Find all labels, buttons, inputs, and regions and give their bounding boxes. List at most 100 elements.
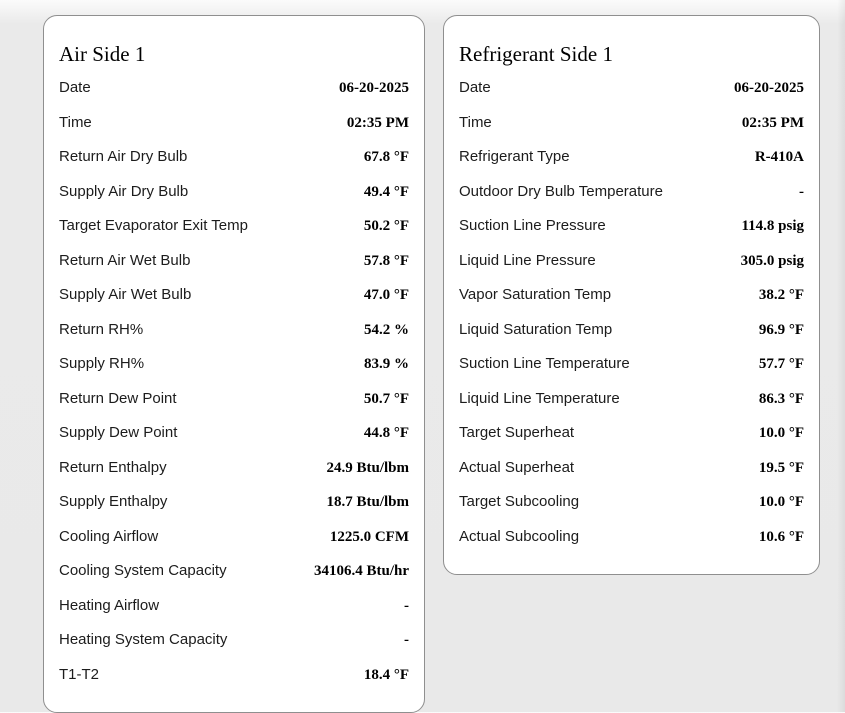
row-label: Date (59, 79, 91, 96)
row-label: Suction Line Pressure (459, 217, 606, 234)
row-label: Heating Airflow (59, 596, 160, 614)
data-row: Return RH% 54.2 % (59, 321, 409, 356)
data-row: Actual Superheat 19.5 °F (459, 459, 804, 494)
data-row: Cooling System Capacity 34106.4 Btu/hr (59, 562, 409, 597)
row-value: 47.0 °F (363, 287, 409, 303)
data-row: Return Enthalpy 24.9 Btu/lbm (59, 459, 409, 494)
row-value: 18.4 °F (363, 666, 409, 683)
row-value: 54.2 % (364, 321, 409, 338)
row-label: Time (59, 113, 92, 131)
data-row: Date 06-20-2025 (59, 79, 409, 114)
air-side-card-title: Air Side 1 (59, 42, 146, 66)
row-label: Vapor Saturation Temp (459, 286, 612, 303)
row-value: 10.0 °F (758, 425, 804, 441)
refrigerant-side-card: Refrigerant Side 1 Date 06-20-2025 Time 02:… (443, 15, 820, 575)
row-label: Time (459, 113, 492, 131)
row-label: Liquid Line Temperature (459, 389, 620, 407)
row-label: Return RH% (59, 320, 144, 338)
row-value: - (404, 597, 409, 614)
row-value: 1225.0 CFM (329, 528, 409, 545)
data-row: Date 06-20-2025 (459, 79, 804, 114)
row-label: Heating System Capacity (59, 631, 228, 648)
row-label: Outdoor Dry Bulb Temperature (459, 182, 663, 200)
data-row: Supply Air Wet Bulb 47.0 °F (59, 286, 409, 321)
data-row: Cooling Airflow 1225.0 CFM (59, 528, 409, 563)
data-row: Target Subcooling 10.0 °F (459, 493, 804, 528)
data-row: Actual Subcooling 10.6 °F (459, 528, 804, 563)
row-value: 114.8 psig (741, 218, 804, 234)
row-label: Cooling Airflow (59, 527, 159, 545)
data-row: Supply Air Dry Bulb 49.4 °F (59, 183, 409, 218)
row-label: Target Superheat (459, 424, 575, 441)
row-value: 34106.4 Btu/hr (313, 563, 409, 579)
data-row: Target Superheat 10.0 °F (459, 424, 804, 459)
row-value: 96.9 °F (758, 321, 804, 338)
row-label: Suction Line Temperature (459, 355, 630, 372)
row-value: 24.9 Btu/lbm (326, 459, 409, 476)
row-label: Supply Air Wet Bulb (59, 286, 192, 303)
row-label: Refrigerant Type (459, 148, 570, 165)
row-value: 19.5 °F (758, 459, 804, 476)
data-row: Time 02:35 PM (59, 114, 409, 149)
row-value: 18.7 Btu/lbm (326, 494, 409, 510)
refrigerant-side-rows: Date 06-20-2025 Time 02:35 PM Refrigerant Ty… (459, 79, 804, 562)
row-value: R-410A (754, 149, 804, 165)
row-value: 06-20-2025 (734, 80, 804, 96)
row-label: Actual Subcooling (459, 527, 580, 545)
row-label: Return Air Wet Bulb (59, 251, 191, 269)
row-value: 10.0 °F (758, 494, 804, 510)
row-label: Supply Enthalpy (59, 493, 168, 510)
data-row: Time 02:35 PM (459, 114, 804, 149)
row-value: 10.6 °F (758, 528, 804, 545)
row-label: Date (459, 79, 491, 96)
row-value: 57.7 °F (758, 356, 804, 372)
data-row: Heating System Capacity - (59, 631, 409, 666)
air-side-rows: Date 06-20-2025 Time 02:35 PM Return Air Dry… (59, 79, 409, 700)
data-row: Return Air Dry Bulb 67.8 °F (59, 148, 409, 183)
data-row: Suction Line Temperature 57.7 °F (459, 355, 804, 390)
data-row: Target Evaporator Exit Temp 50.2 °F (59, 217, 409, 252)
row-value: 305.0 psig (740, 252, 804, 269)
right-edge-shade (837, 0, 845, 712)
row-value: 02:35 PM (741, 114, 804, 131)
row-value: 44.8 °F (363, 425, 409, 441)
data-row: Return Air Wet Bulb 57.8 °F (59, 252, 409, 287)
data-row: Refrigerant Type R-410A (459, 148, 804, 183)
data-row: Supply Dew Point 44.8 °F (59, 424, 409, 459)
data-row: Outdoor Dry Bulb Temperature - (459, 183, 804, 218)
row-label: Supply Air Dry Bulb (59, 182, 189, 200)
refrigerant-side-card-title: Refrigerant Side 1 (459, 42, 613, 66)
data-row: Suction Line Pressure 114.8 psig (459, 217, 804, 252)
row-label: Actual Superheat (459, 458, 575, 476)
row-label: Cooling System Capacity (59, 562, 227, 579)
row-value: 57.8 °F (363, 252, 409, 269)
row-value: 38.2 °F (758, 287, 804, 303)
data-row: Vapor Saturation Temp 38.2 °F (459, 286, 804, 321)
data-row: Heating Airflow - (59, 597, 409, 632)
row-value: 67.8 °F (363, 149, 409, 165)
data-row: Supply RH% 83.9 % (59, 355, 409, 390)
row-label: Target Evaporator Exit Temp (59, 217, 248, 234)
row-label: Liquid Saturation Temp (459, 320, 613, 338)
data-row: Return Dew Point 50.7 °F (59, 390, 409, 425)
row-value: 02:35 PM (346, 114, 409, 131)
row-value: - (404, 632, 409, 648)
data-row: Liquid Line Pressure 305.0 psig (459, 252, 804, 287)
row-label: T1-T2 (59, 665, 100, 683)
data-row: Liquid Saturation Temp 96.9 °F (459, 321, 804, 356)
row-value: - (799, 183, 804, 200)
row-value: 86.3 °F (758, 390, 804, 407)
row-value: 49.4 °F (363, 183, 409, 200)
data-row: T1-T2 18.4 °F (59, 666, 409, 701)
data-row: Supply Enthalpy 18.7 Btu/lbm (59, 493, 409, 528)
data-row: Liquid Line Temperature 86.3 °F (459, 390, 804, 425)
row-label: Target Subcooling (459, 493, 580, 510)
row-label: Liquid Line Pressure (459, 251, 596, 269)
row-label: Supply RH% (59, 355, 145, 372)
row-value: 50.7 °F (363, 390, 409, 407)
row-value: 06-20-2025 (339, 80, 409, 96)
air-side-card: Air Side 1 Date 06-20-2025 Time 02:35 PM Ret… (43, 15, 425, 713)
row-label: Return Dew Point (59, 389, 177, 407)
row-label: Return Air Dry Bulb (59, 148, 188, 165)
